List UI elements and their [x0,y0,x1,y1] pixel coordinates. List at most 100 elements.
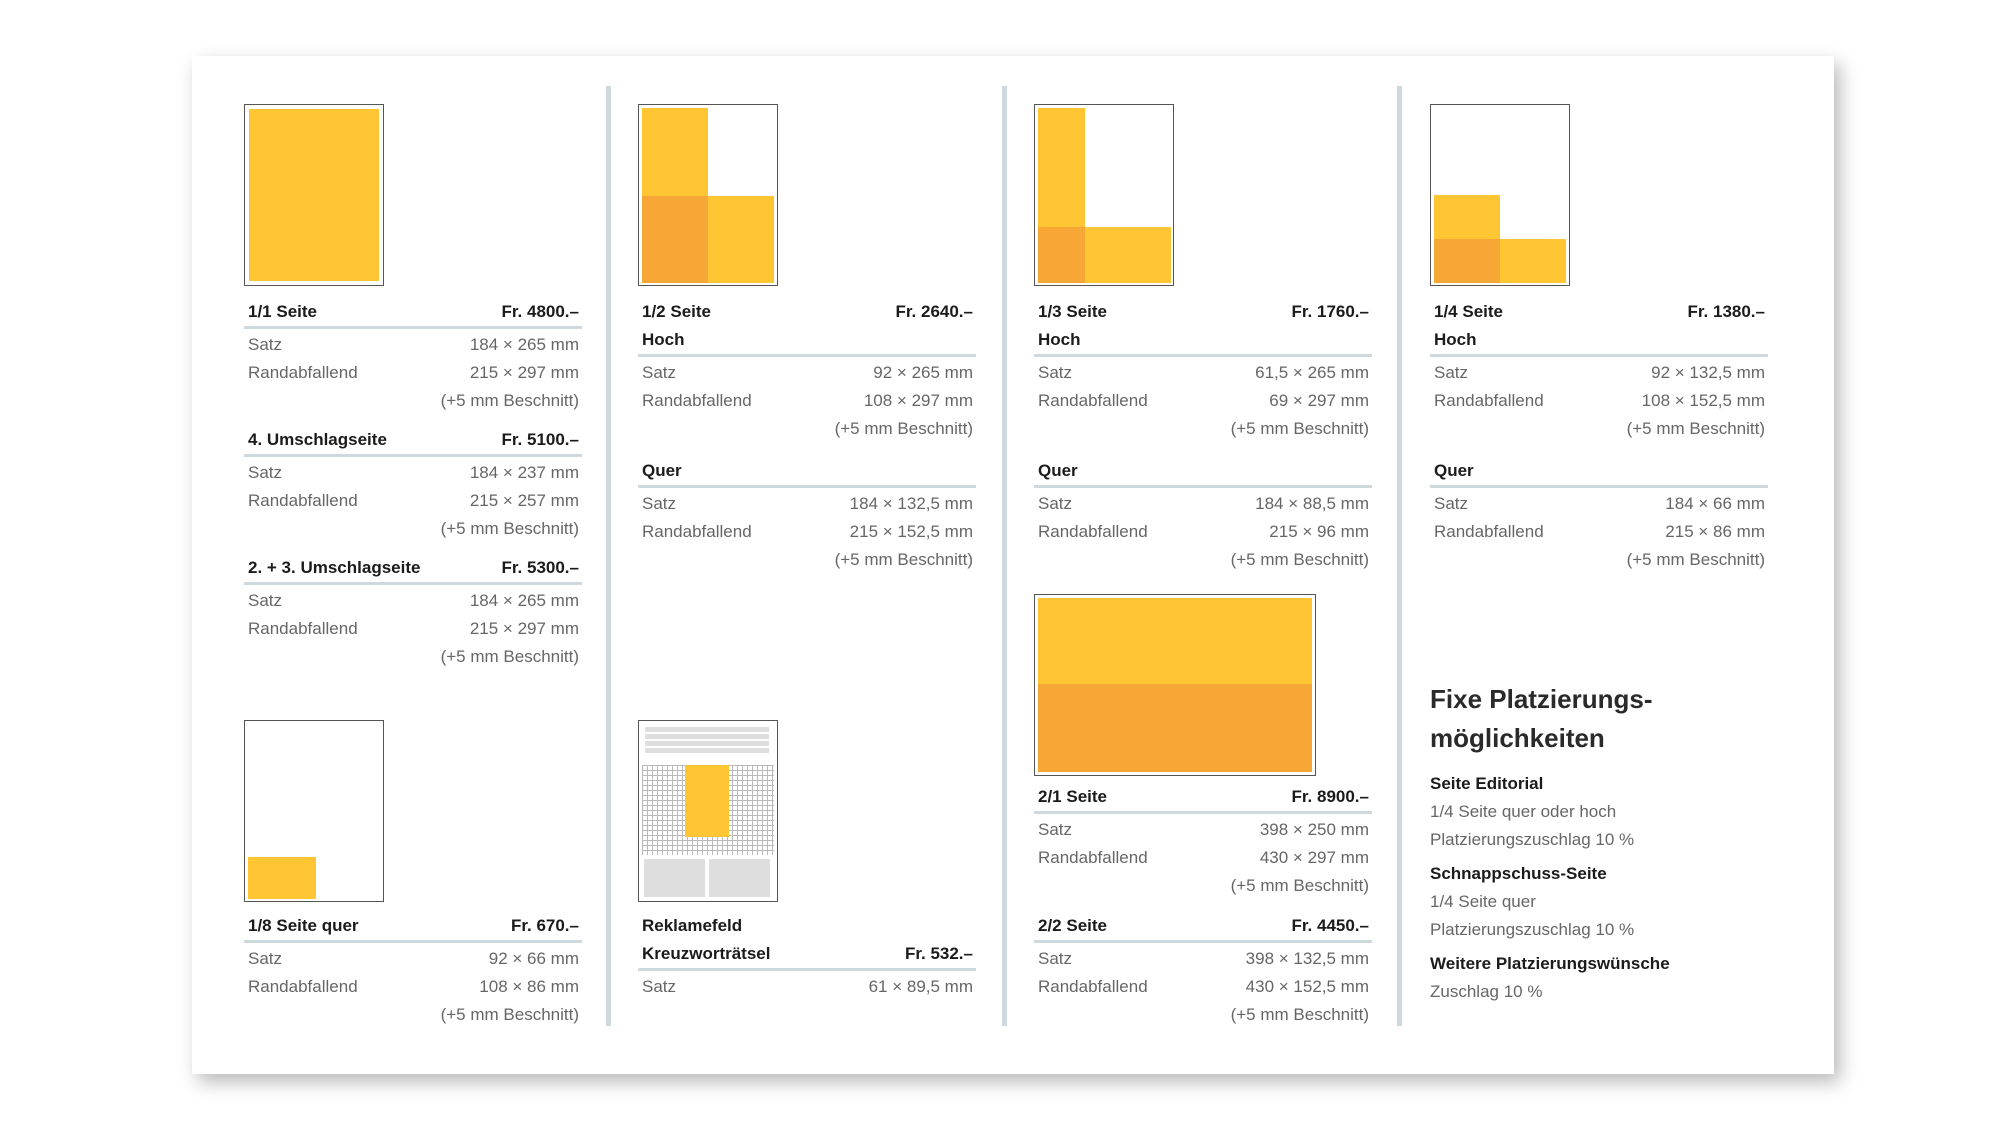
bleed-note: (+5 mm Beschnitt) [1230,876,1369,895]
placement-text: Platzierungszuschlag 10 % [1430,830,1635,849]
spec-title: 4. Umschlagseite [248,430,387,449]
row-value: 61 × 89,5 mm [868,977,973,996]
row-label: Satz [1434,363,1469,382]
spec-price: Fr. 8900.– [1291,787,1369,806]
bleed-note: (+5 mm Beschnitt) [1626,550,1765,569]
column-divider [1002,86,1007,1026]
placement-heading: Weitere Platzierungswünsche [1430,954,1670,973]
placement-text: Zuschlag 10 % [1430,982,1543,1001]
thumb-half-page [638,104,778,286]
row-value: 184 × 265 mm [469,335,579,354]
bleed-note: (+5 mm Beschnitt) [440,647,579,666]
row-value: 69 × 297 mm [1269,391,1369,410]
row-label: Satz [642,494,677,513]
row-label: Satz [1434,494,1469,513]
row-value: 61,5 × 265 mm [1255,363,1369,382]
spec-title: Reklamefeld [642,916,743,935]
thumb-double-page [1034,594,1316,776]
orientation-label: Hoch [1038,330,1081,349]
row-label: Randabfallend [1038,522,1148,541]
row-value: 184 × 88,5 mm [1255,494,1369,513]
spec-price: Fr. 1380.– [1687,302,1765,321]
spec-title: Kreuzworträtsel [642,944,771,963]
row-label: Randabfallend [1038,977,1148,996]
row-label: Satz [642,363,677,382]
spec-eighth-page: 1/8 Seite quer Fr. 670.– Satz 92 × 66 mm R… [244,912,582,1029]
spec-title: 2. + 3. Umschlagseite [248,558,421,577]
thumb-crossword-page [638,720,778,902]
text-lines [645,727,769,753]
row-label: Randabfallend [248,363,358,382]
spec-double-half-page: 2/2 Seite Fr. 4450.– Satz 398 × 132,5 mm R… [1034,912,1372,1029]
row-value: 108 × 152,5 mm [1641,391,1765,410]
spec-title: 1/3 Seite [1038,302,1107,321]
row-value: 215 × 257 mm [469,491,579,510]
spec-price: Fr. 4450.– [1291,916,1369,935]
spec-title: 1/4 Seite [1434,302,1503,321]
bleed-note: (+5 mm Beschnitt) [1230,419,1369,438]
ad-area-overlap [1038,227,1085,283]
row-label: Randabfallend [1434,522,1544,541]
row-value: 430 × 152,5 mm [1245,977,1369,996]
bleed-note: (+5 mm Beschnitt) [834,550,973,569]
ad-area-third-vertical [1038,108,1085,227]
bleed-note: (+5 mm Beschnitt) [1230,550,1369,569]
placement-heading: Seite Editorial [1430,774,1544,793]
row-value: 108 × 297 mm [863,391,973,410]
row-value: 215 × 86 mm [1665,522,1765,541]
spec-half-page: 1/2 Seite Fr. 2640.– Hoch Satz 92 × 265 mm… [638,298,976,574]
spec-price: Fr. 532.– [904,944,973,963]
row-label: Satz [1038,949,1073,968]
section-title-line: möglichkeiten [1430,723,1605,753]
row-label: Randabfallend [248,977,358,996]
ad-area-half-vertical [642,108,708,196]
ad-area-third-horizontal [1085,227,1171,283]
spec-title: 2/1 Seite [1038,787,1107,806]
section-title: Fixe Platzierungs- möglichkeiten [1430,680,1810,758]
spec-price: Fr. 1760.– [1291,302,1369,321]
bleed-note: (+5 mm Beschnitt) [440,391,579,410]
thumb-eighth-page [244,720,384,902]
placement-heading: Schnappschuss-Seite [1430,864,1607,883]
row-value: 184 × 66 mm [1665,494,1765,513]
spec-quarter-page: 1/4 Seite Fr. 1380.– Hoch Satz 92 × 132,5 … [1430,298,1768,574]
grey-block [644,859,705,897]
spec-reklamefeld: Reklamefeld Kreuzworträtsel Fr. 532.– Sat… [638,912,976,1001]
row-value: 184 × 265 mm [469,591,579,610]
spec-title: 1/2 Seite [642,302,711,321]
row-label: Satz [1038,494,1073,513]
spec-back-cover: 4. Umschlagseite Fr. 5100.– Satz 184 × 237… [244,426,582,543]
row-value: 430 × 297 mm [1259,848,1369,867]
spec-title: 1/8 Seite quer [248,916,359,935]
spec-price: Fr. 2640.– [895,302,973,321]
placement-text: Platzierungszuschlag 10 % [1430,920,1635,939]
row-value: 92 × 66 mm [488,949,579,968]
spec-inner-cover: 2. + 3. Umschlagseite Fr. 5300.– Satz 184 … [244,554,582,671]
ad-area-overlap [1434,239,1500,283]
spec-double-page: 2/1 Seite Fr. 8900.– Satz 398 × 250 mm Ran… [1034,783,1372,900]
row-label: Randabfallend [642,522,752,541]
spec-title: 1/1 Seite [248,302,317,321]
orientation-label: Hoch [1434,330,1477,349]
spec-price: Fr. 5100.– [501,430,579,449]
row-label: Randabfallend [1038,391,1148,410]
row-label: Satz [1038,363,1073,382]
orientation-label: Hoch [642,330,685,349]
spec-title: 2/2 Seite [1038,916,1107,935]
row-value: 398 × 250 mm [1259,820,1369,839]
row-label: Randabfallend [1038,848,1148,867]
row-label: Randabfallend [248,491,358,510]
grey-block [709,859,770,897]
placement-text: 1/4 Seite quer oder hoch [1430,802,1617,821]
spec-third-page: 1/3 Seite Fr. 1760.– Hoch Satz 61,5 × 265 … [1034,298,1372,574]
row-value: 215 × 297 mm [469,619,579,638]
column-divider [1397,86,1402,1026]
ad-area-eighth [248,857,316,899]
row-label: Satz [248,591,283,610]
row-value: 398 × 132,5 mm [1245,949,1369,968]
thumb-quarter-page [1430,104,1570,286]
ad-area-half-horizontal [708,196,774,283]
orientation-label: Quer [1434,461,1474,480]
ad-area-full [249,109,379,281]
rate-card-sheet: 1/1 Seite Fr. 4800.– Satz 184 × 265 mm Ran… [192,56,1834,1074]
